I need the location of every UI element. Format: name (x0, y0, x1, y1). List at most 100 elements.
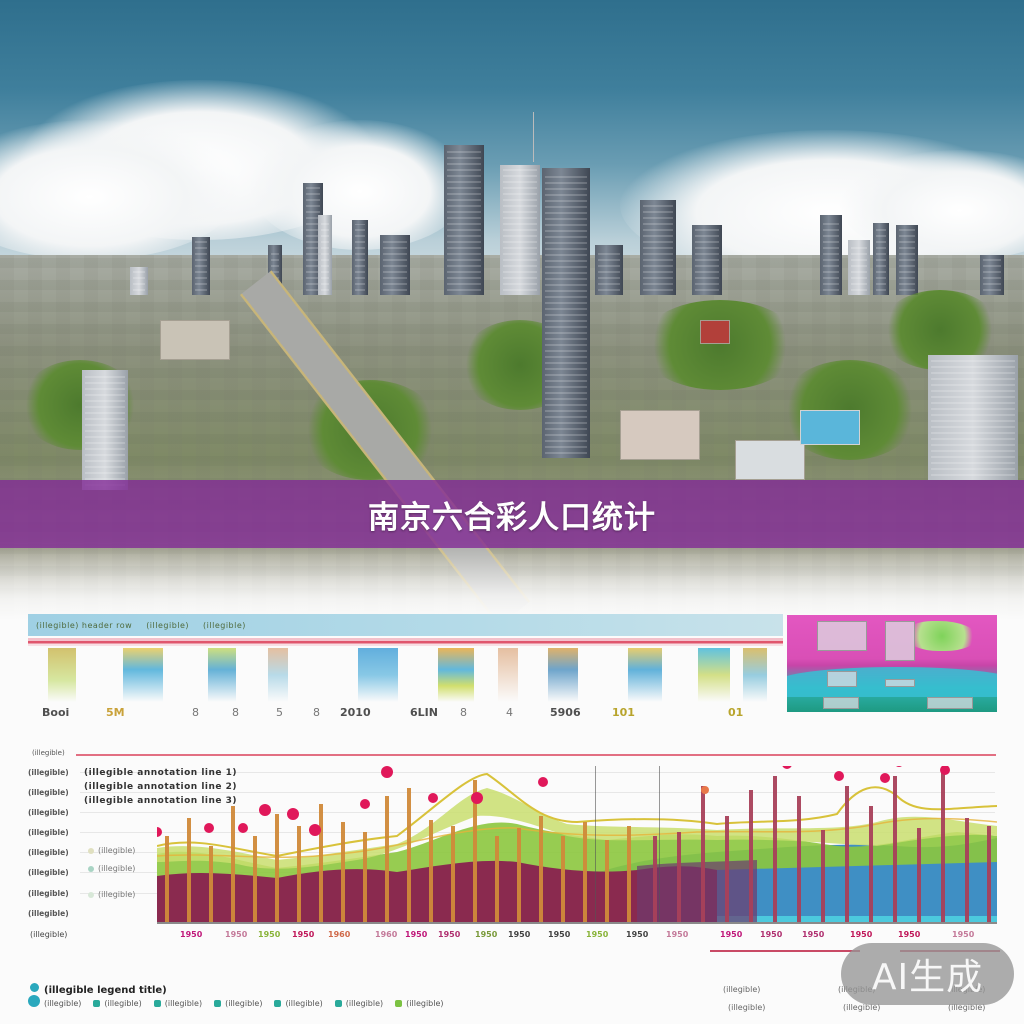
x-label: 1950 (405, 930, 428, 939)
mini-bar (548, 648, 578, 702)
x-label: 1960 (375, 930, 398, 939)
y-tick: (illegible) (28, 828, 69, 837)
strip-label: Booi (42, 706, 70, 719)
plot-area (157, 766, 997, 924)
ai-badge-label: AI生成 (871, 957, 984, 998)
legend-label: (illegible) (225, 999, 263, 1008)
x-label: 1950 (952, 930, 975, 939)
x-label: 1950 (586, 930, 609, 939)
y-tick: (illegible) (28, 788, 69, 797)
inline-legend-item: (illegible) (88, 846, 135, 855)
tree-cluster (640, 300, 800, 390)
inline-legend-label: (illegible) (98, 864, 136, 873)
legend-item: (illegible) (395, 999, 444, 1008)
legend-title: (illegible legend title) (44, 985, 167, 996)
x-axis-labels: (illegible) 1950 1950 1950 1950 1960 196… (30, 930, 1000, 944)
strip-label: 4 (506, 706, 513, 719)
map-green-area (907, 621, 977, 651)
strip-label: 5 (276, 706, 283, 719)
strip-label: 5906 (550, 706, 581, 719)
x-label: 1950 (666, 930, 689, 939)
ai-generated-badge: AI生成 (841, 943, 1014, 1005)
mini-bar (208, 648, 236, 702)
inline-legend-item: (illegible) (88, 890, 135, 899)
inline-legend-label: (illegible) (98, 890, 136, 899)
photo-fade (0, 540, 1024, 620)
legend-swatch-icon (274, 1000, 282, 1007)
mini-bar (123, 648, 163, 702)
legend-right-item: (illegible) (723, 985, 761, 994)
building (620, 410, 700, 460)
legend-label: (illegible) (406, 999, 444, 1008)
pink-map-panel (787, 615, 997, 712)
x-label: (illegible) (30, 930, 68, 939)
strip-bars (28, 648, 783, 708)
strip-header-text: (illegible) (203, 620, 246, 630)
city-skyline-photo (0, 0, 1024, 620)
mini-bar (268, 648, 288, 702)
strip-label: 01 (728, 706, 744, 719)
y-tick: (illegible) (28, 909, 69, 918)
central-tower (542, 168, 590, 458)
pool (800, 410, 860, 445)
x-label: 1950 (760, 930, 783, 939)
chart-annotation: (illegible annotation line 3) (84, 796, 238, 806)
chart-annotation: (illegible annotation line 2) (84, 782, 238, 792)
legend-dot-icon (28, 995, 40, 1007)
x-label: 1950 (508, 930, 531, 939)
title-banner: 南京六合彩人口统计 (0, 480, 1024, 548)
strip-label: 5M (106, 706, 125, 719)
panel-box (885, 679, 915, 687)
panel-box (817, 621, 867, 651)
legend-items: (illegible) (illegible) (illegible) (ill… (44, 999, 444, 1008)
panel-box (885, 621, 915, 661)
y-tick: (illegible) (28, 848, 69, 857)
skyline (0, 145, 1024, 295)
main-chart: (illegible) (illegible) (illegible) (ill… (20, 746, 1000, 946)
mini-bar (698, 648, 730, 702)
panel-box (823, 697, 859, 709)
cloud (0, 120, 240, 260)
inline-legend-item: (illegible) (88, 864, 135, 873)
legend-item: (illegible) (153, 999, 203, 1008)
x-label: 1950 (850, 930, 873, 939)
chart-annotation: (illegible annotation line 1) (84, 768, 238, 778)
strip-label: 8 (192, 706, 199, 719)
legend-label: (illegible) (285, 999, 323, 1008)
strip-labels: Booi 5M 8 8 5 8 2010 6LIN 8 4 5906 101 0… (28, 706, 783, 722)
legend-right-item: (illegible) (843, 1003, 881, 1012)
x-label: 1950 (180, 930, 203, 939)
tower (928, 355, 1018, 480)
page-title: 南京六合彩人口统计 (368, 499, 656, 536)
legend-right-item: (illegible) (728, 1003, 766, 1012)
x-label: 1950 (438, 930, 461, 939)
panel-box (927, 697, 973, 709)
strip-label: 6LIN (410, 706, 438, 719)
y-tick: (illegible) (28, 768, 69, 777)
legend-label: (illegible) (345, 999, 384, 1008)
y-tick: (illegible) (28, 868, 69, 877)
y-tick: (illegible) (28, 889, 69, 898)
gridline (80, 772, 995, 773)
mini-bar (438, 648, 474, 702)
inline-legend-label: (illegible) (98, 846, 136, 855)
strip-label: 2010 (340, 706, 371, 719)
legend-swatch-icon (153, 1000, 161, 1007)
x-label: 1950 (258, 930, 281, 939)
mini-bar (48, 648, 76, 702)
chart-top-rule (76, 754, 996, 756)
mini-chart-strip: (illegible) header row (illegible) (ille… (28, 614, 783, 724)
strip-header-text: (illegible) header row (36, 620, 133, 630)
strip-label: 8 (460, 706, 467, 719)
divider-rule (710, 950, 860, 952)
strip-label: 101 (612, 706, 635, 719)
x-label: 1950 (475, 930, 498, 939)
building (160, 320, 230, 360)
strip-header-text: (illegible) (146, 620, 190, 630)
mini-bar (498, 648, 518, 702)
legend-swatch-icon (395, 1000, 403, 1007)
legend-swatch-icon (93, 1000, 101, 1007)
legend-label: (illegible) (164, 999, 203, 1008)
x-label: 1950 (720, 930, 743, 939)
panel-box (827, 671, 857, 687)
